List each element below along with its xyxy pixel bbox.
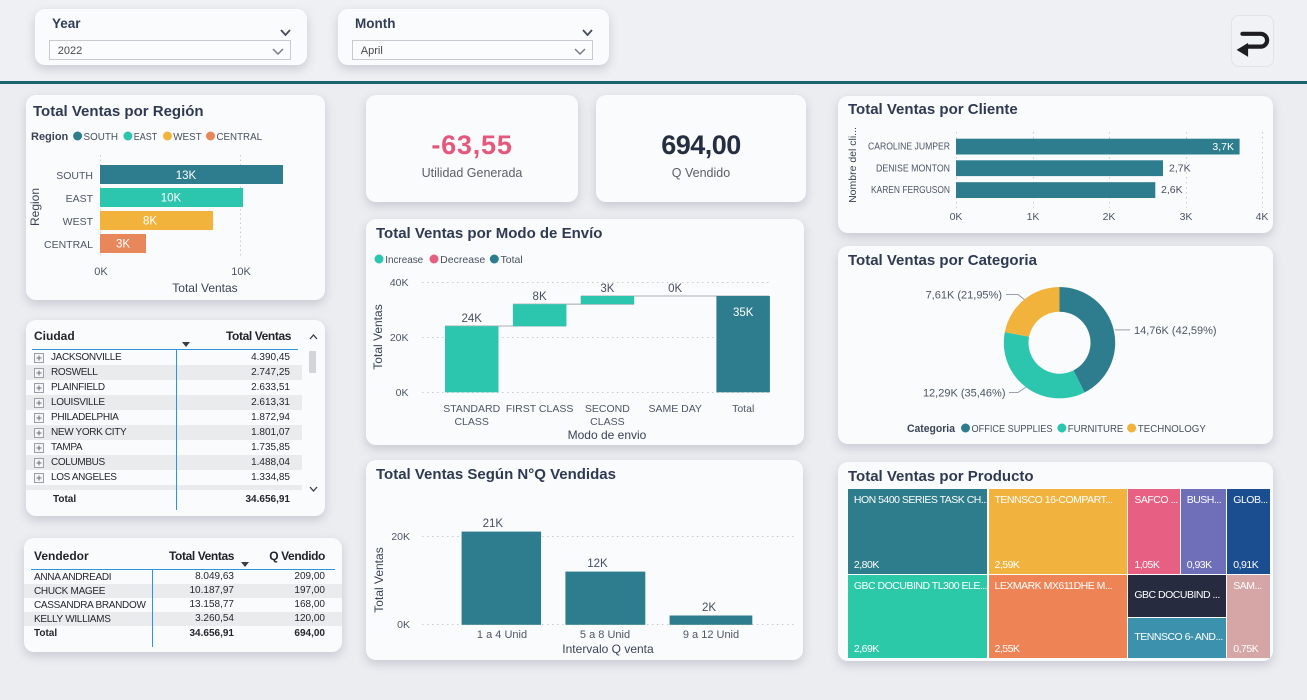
svg-text:3,7K: 3,7K [1212, 141, 1234, 153]
svg-text:13K: 13K [176, 170, 197, 182]
svg-text:21K: 21K [483, 518, 504, 530]
svg-text:40K: 40K [390, 277, 409, 289]
svg-text:FURNITURE: FURNITURE [1068, 423, 1124, 435]
svg-text:8K: 8K [143, 216, 157, 228]
svg-text:0K: 0K [668, 283, 682, 295]
svg-text:14,76K (42,59%): 14,76K (42,59%) [1134, 325, 1217, 337]
svg-text:SOUTH: SOUTH [84, 131, 119, 143]
svg-text:Total Ventas: Total Ventas [172, 281, 237, 295]
svg-text:24K: 24K [461, 313, 482, 325]
svg-text:3K: 3K [116, 239, 130, 251]
svg-text:CENTRAL: CENTRAL [217, 131, 263, 143]
svg-text:12,29K (35,46%): 12,29K (35,46%) [923, 388, 1006, 400]
svg-text:CENTRAL: CENTRAL [44, 239, 93, 251]
svg-text:20K: 20K [391, 531, 410, 543]
svg-text:FIRST CLASS: FIRST CLASS [506, 403, 573, 415]
svg-text:3K: 3K [1180, 211, 1193, 223]
svg-text:Modo de envio: Modo de envio [568, 428, 647, 442]
svg-text:10K: 10K [231, 266, 251, 278]
svg-text:DENISE MONTON: DENISE MONTON [876, 164, 950, 175]
svg-text:2,6K: 2,6K [1161, 184, 1183, 196]
svg-text:20K: 20K [390, 332, 409, 344]
svg-text:EAST: EAST [66, 193, 94, 205]
svg-text:0K: 0K [94, 266, 108, 278]
svg-text:Region: Region [28, 188, 42, 226]
svg-text:7,61K (21,95%): 7,61K (21,95%) [926, 290, 1002, 302]
svg-text:CLASS: CLASS [454, 416, 488, 428]
svg-text:Total: Total [501, 254, 523, 266]
svg-text:0K: 0K [950, 211, 963, 223]
svg-text:1K: 1K [1027, 211, 1040, 223]
svg-text:0K: 0K [397, 619, 410, 631]
svg-text:Region: Region [31, 131, 69, 143]
svg-text:STANDARD: STANDARD [443, 403, 500, 415]
svg-text:3K: 3K [600, 283, 614, 295]
svg-text:2K: 2K [702, 602, 716, 614]
svg-text:CAROLINE JUMPER: CAROLINE JUMPER [868, 142, 950, 153]
svg-text:5 a 8 Unid: 5 a 8 Unid [580, 629, 630, 641]
svg-text:TECHNOLOGY: TECHNOLOGY [1138, 423, 1206, 435]
svg-text:35K: 35K [733, 307, 754, 319]
svg-text:10K: 10K [161, 193, 182, 205]
svg-text:Categoria: Categoria [907, 423, 956, 435]
svg-text:WEST: WEST [173, 131, 202, 143]
svg-text:8K: 8K [533, 291, 547, 303]
svg-text:SAME DAY: SAME DAY [648, 403, 701, 415]
svg-text:9 a 12 Unid: 9 a 12 Unid [683, 629, 739, 641]
svg-text:4K: 4K [1256, 211, 1269, 223]
svg-text:WEST: WEST [63, 216, 94, 228]
svg-text:Total Ventas: Total Ventas [371, 304, 385, 369]
svg-text:Increase: Increase [385, 254, 423, 266]
svg-text:KAREN FERGUSON: KAREN FERGUSON [871, 185, 950, 196]
svg-text:12K: 12K [587, 558, 608, 570]
svg-text:EAST: EAST [134, 131, 158, 143]
svg-text:2K: 2K [1103, 211, 1116, 223]
svg-text:CLASS: CLASS [590, 416, 624, 428]
svg-text:SOUTH: SOUTH [56, 170, 93, 182]
svg-text:OFFICE SUPPLIES: OFFICE SUPPLIES [972, 423, 1053, 435]
svg-text:0K: 0K [396, 387, 409, 399]
svg-text:Decrease: Decrease [440, 254, 485, 266]
svg-text:Total Ventas: Total Ventas [372, 547, 386, 612]
svg-text:1 a 4 Unid: 1 a 4 Unid [477, 629, 527, 641]
svg-text:2,7K: 2,7K [1169, 163, 1191, 175]
svg-text:Intervalo Q venta: Intervalo Q venta [562, 642, 654, 656]
svg-text:Nombre del cli...: Nombre del cli... [847, 127, 859, 203]
svg-text:SECOND: SECOND [585, 403, 630, 415]
svg-text:Total: Total [732, 403, 754, 415]
